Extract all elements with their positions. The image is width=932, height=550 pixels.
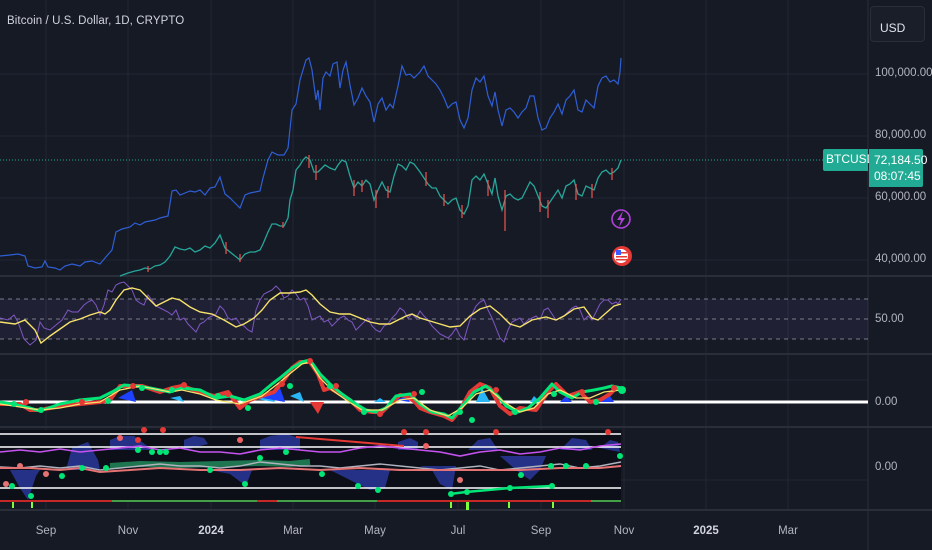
osc2-green-trend (449, 484, 553, 496)
grid-horizontal (0, 73, 868, 481)
rsi-ma-line (0, 287, 622, 345)
bar-countdown: 08:07:45 (874, 169, 921, 183)
rsi-axis-label: 50.00 (875, 313, 904, 325)
price-axis-label: 80,000.00 (875, 129, 927, 141)
osc1-green-line (0, 358, 622, 420)
osc1-yellow-line (0, 361, 622, 417)
osc2-grey-line (0, 461, 622, 471)
lightning-icon[interactable] (611, 209, 631, 229)
time-axis-label: Nov (117, 525, 139, 537)
osc1-axis-label: 0.00 (875, 396, 898, 408)
time-axis-label: Mar (778, 525, 798, 537)
time-axis-label: 2024 (198, 525, 224, 537)
time-axis-label: Jul (450, 525, 466, 537)
last-price-value: 72,184.50 (874, 153, 928, 167)
time-axis-label: Sep (35, 525, 57, 537)
price-axis-label: 40,000.00 (875, 253, 927, 265)
last-price-tag: 72,184.50 08:07:45 (869, 149, 928, 187)
price-axis-label: 100,000.00 (875, 67, 932, 79)
osc2-purple-line (0, 443, 622, 457)
symbol-price-tag: BTCUSD (823, 149, 875, 171)
time-axis-label: Sep (530, 525, 552, 537)
rsi-bands (0, 298, 868, 340)
currency-button[interactable]: USD (870, 6, 925, 42)
price-axis-label: 60,000.00 (875, 191, 927, 203)
time-axis-label: Mar (283, 525, 303, 537)
time-axis-label: Nov (613, 525, 635, 537)
btc-candles-up (119, 156, 622, 277)
btc-candles-down (147, 155, 613, 272)
us-flag-icon[interactable] (612, 246, 632, 266)
osc2-axis-label: 0.00 (875, 461, 898, 473)
overlay-blue-line (0, 57, 622, 271)
symbol-title: Bitcoin / U.S. Dollar, 1D, CRYPTO (7, 15, 185, 27)
osc1-dots (11, 358, 626, 423)
grid-vertical (45, 0, 789, 510)
osc2-signal-strip (0, 500, 621, 510)
time-axis-label: May (364, 525, 386, 537)
time-axis-label: 2025 (693, 525, 719, 537)
osc1-histogram (118, 388, 614, 414)
osc2-red-trend (295, 436, 405, 447)
osc2-area (0, 434, 620, 500)
osc2-green-band (109, 459, 311, 469)
osc1-red-line (0, 360, 622, 422)
osc2-dots (3, 427, 623, 499)
